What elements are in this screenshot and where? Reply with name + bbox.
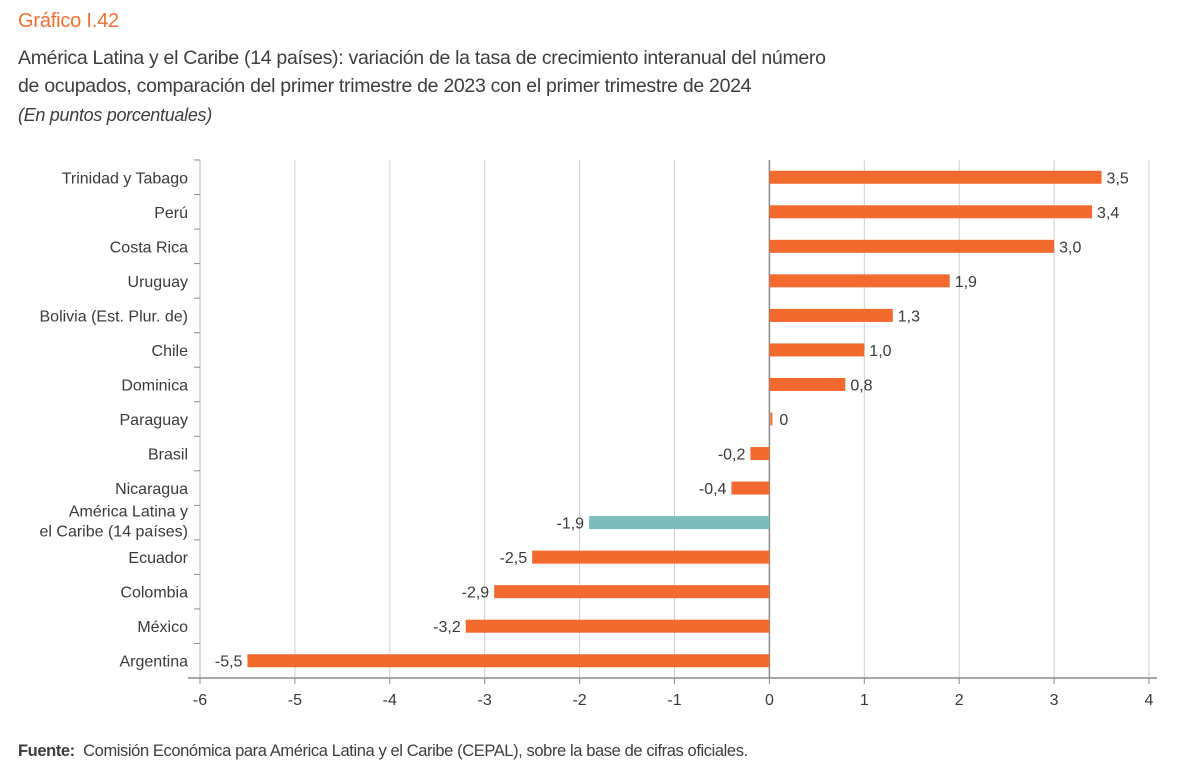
source-label: Fuente: [18, 742, 75, 760]
axes [188, 159, 1157, 684]
figure-number: Gráfico I.42 [18, 10, 119, 32]
x-tick-label: -1 [667, 692, 681, 709]
data-label: -3,2 [433, 619, 461, 636]
source-note: Fuente: Comisión Económica para América … [18, 742, 748, 761]
x-tick-label: -6 [193, 692, 207, 709]
data-label: 1,0 [869, 343, 891, 360]
figure-title-line-1: América Latina y el Caribe (14 países): … [18, 47, 826, 69]
category-label: Perú [154, 205, 188, 222]
data-label: 3,5 [1107, 170, 1129, 187]
bar [750, 447, 770, 461]
x-tick-label: 0 [765, 692, 774, 709]
category-label: Argentina [120, 654, 189, 671]
figure-unit: (En puntos porcentuales) [18, 105, 212, 125]
bar [532, 550, 770, 564]
data-label: 3,4 [1097, 205, 1119, 222]
x-tick-label: -3 [478, 692, 492, 709]
bar [769, 205, 1093, 219]
category-label: Uruguay [128, 274, 188, 291]
bar [494, 585, 770, 599]
category-label: América Latina y [69, 504, 188, 521]
bar [769, 343, 865, 357]
x-tick-label: 2 [955, 692, 964, 709]
category-label: el Caribe (14 países) [39, 524, 188, 541]
bar [769, 239, 1055, 253]
data-label: -5,5 [215, 654, 243, 671]
bar [770, 412, 773, 426]
category-label: Dominica [121, 377, 188, 394]
bars [247, 170, 1102, 668]
x-tick-label: -4 [383, 692, 397, 709]
category-label: Paraguay [120, 412, 189, 429]
bar [589, 516, 770, 530]
data-label: 1,3 [898, 308, 920, 325]
bar [769, 170, 1102, 184]
data-label: -0,4 [699, 481, 727, 498]
data-label: -2,9 [462, 585, 490, 602]
category-label: México [137, 619, 188, 636]
category-label: Brasil [148, 447, 188, 464]
data-label: 0 [779, 412, 788, 429]
bar [769, 308, 893, 322]
data-label: -1,9 [557, 516, 585, 533]
data-label: 3,0 [1059, 239, 1081, 256]
x-tick-label: 4 [1145, 692, 1154, 709]
gridlines [294, 160, 1150, 678]
category-label: Trinidad y Tabago [62, 170, 188, 187]
bar [769, 377, 846, 391]
category-label: Colombia [120, 585, 188, 602]
category-label: Nicaragua [115, 481, 188, 498]
bar [769, 274, 950, 288]
category-label: Costa Rica [110, 239, 188, 256]
x-tick-label: -5 [288, 692, 302, 709]
bar [465, 619, 770, 633]
data-label: -0,2 [718, 447, 746, 464]
x-tick-label: 3 [1050, 692, 1059, 709]
figure-title-line-2: de ocupados, comparación del primer trim… [18, 75, 752, 97]
x-tick-label: 1 [860, 692, 869, 709]
category-label: Ecuador [128, 550, 188, 567]
data-label: 1,9 [955, 274, 977, 291]
data-label: 0,8 [850, 377, 872, 394]
figure-title: América Latina y el Caribe (14 países): … [18, 44, 1118, 100]
category-label: Bolivia (Est. Plur. de) [40, 308, 189, 325]
category-label: Chile [152, 343, 189, 360]
labels: 3,5 Trinidad y Tabago 3,4 Perú 3,0 Costa Rica… [39, 170, 1153, 709]
bar [247, 654, 770, 668]
bar [731, 481, 770, 495]
source-text: Comisión Económica para América Latina y… [83, 742, 748, 760]
x-tick-label: -2 [572, 692, 586, 709]
data-label: -2,5 [500, 550, 528, 567]
